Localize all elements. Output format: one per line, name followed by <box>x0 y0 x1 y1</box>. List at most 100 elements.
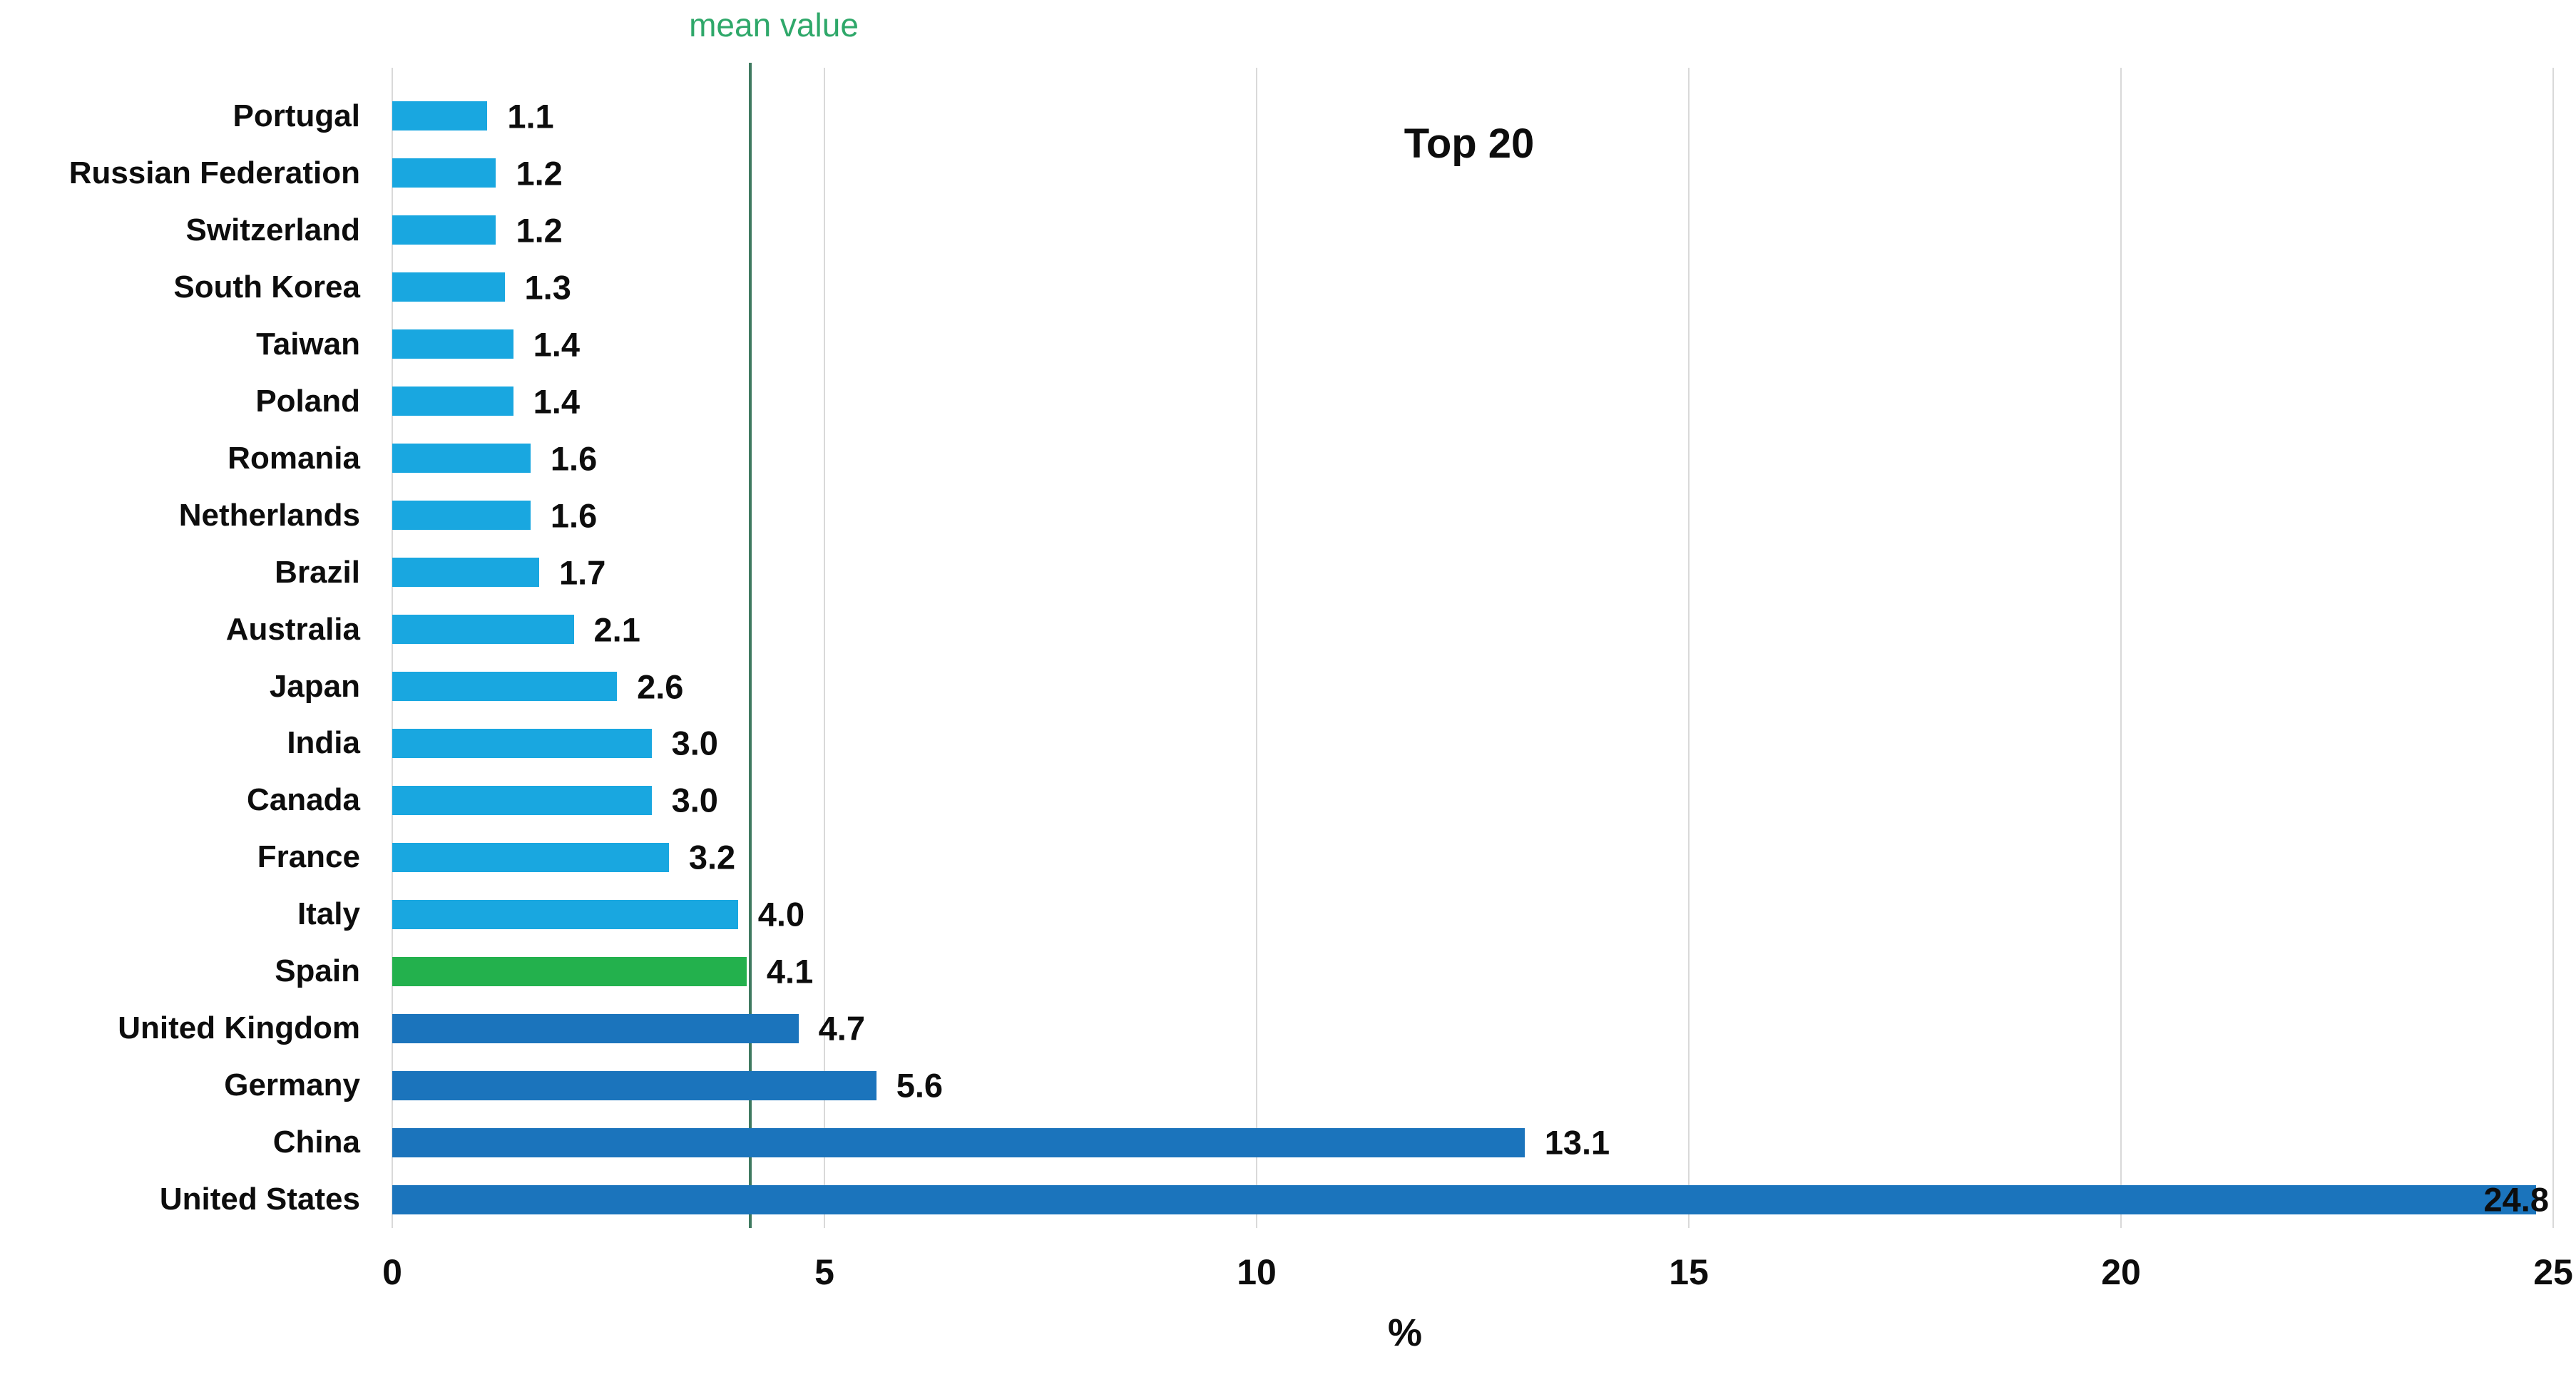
bar-row: Spain 4.1 <box>275 943 2553 1000</box>
category-label: United Kingdom <box>118 1010 360 1046</box>
bar <box>392 1013 799 1043</box>
x-tick-label: 0 <box>382 1252 402 1292</box>
chart-title: Top 20 <box>1404 121 1535 167</box>
gridline <box>1256 68 1257 1228</box>
bar <box>392 842 669 872</box>
bar <box>392 329 513 359</box>
category-label: Spain <box>275 953 360 989</box>
category-label: Canada <box>247 782 360 818</box>
bar-row: Australia 2.1 <box>226 601 2553 658</box>
bar-row: France 3.2 <box>257 829 2553 886</box>
category-label: Netherlands <box>178 497 360 533</box>
category-label: Australia <box>225 611 360 647</box>
bar-row: South Korea 1.3 <box>173 259 2553 316</box>
x-tick-label: 25 <box>2533 1252 2573 1292</box>
bar <box>392 387 513 416</box>
category-label: Taiwan <box>256 326 360 362</box>
category-label: Italy <box>297 896 360 932</box>
value-label: 13.1 <box>1544 1123 1610 1162</box>
bar-row: Germany 5.6 <box>224 1057 2553 1114</box>
bar-row: United States 24.8 <box>160 1171 2553 1228</box>
category-label: Poland <box>255 383 360 419</box>
value-label: 24.8 <box>2483 1180 2549 1219</box>
value-label: 1.3 <box>524 268 571 307</box>
bar <box>392 672 618 701</box>
bar <box>392 558 540 588</box>
category-label: France <box>257 839 360 875</box>
category-label: India <box>287 725 360 761</box>
gridline <box>2552 68 2554 1228</box>
bar-row: Italy 4.0 <box>297 886 2553 943</box>
category-label: Brazil <box>275 554 360 590</box>
bar-row: Canada 3.0 <box>247 772 2553 829</box>
category-label: South Korea <box>173 269 360 304</box>
x-tick-label: 10 <box>1237 1252 1277 1292</box>
value-label: 1.6 <box>550 439 598 478</box>
category-label: Switzerland <box>185 212 361 247</box>
bar-row: China 13.1 <box>273 1114 2553 1171</box>
x-axis-ticks: 0 5 10 15 20 25 <box>382 1252 2573 1296</box>
value-label: 1.1 <box>507 97 554 135</box>
gridline <box>2120 68 2122 1228</box>
category-label: Russian Federation <box>68 155 360 190</box>
bar-row: Romania 1.6 <box>228 430 2553 487</box>
x-axis-label: % <box>1387 1311 1423 1354</box>
bar <box>392 728 652 758</box>
value-label: 4.7 <box>818 1009 865 1048</box>
plot-area: Portugal 1.1 Russian Federation 1.2 Switzerl… <box>69 63 2554 1228</box>
value-label: 1.4 <box>533 325 581 364</box>
bar <box>392 615 574 645</box>
bar <box>392 501 531 531</box>
gridline <box>824 68 825 1228</box>
bar <box>392 272 505 302</box>
category-label: Germany <box>224 1068 360 1103</box>
value-label: 3.0 <box>671 781 718 819</box>
x-tick-label: 15 <box>1669 1252 1709 1292</box>
category-label: China <box>272 1125 360 1160</box>
value-label: 1.2 <box>516 211 563 250</box>
bar <box>392 956 747 986</box>
bar-row: Portugal 1.1 <box>233 88 2553 145</box>
bar <box>392 1184 2536 1214</box>
gridline <box>392 68 393 1228</box>
x-tick-label: 5 <box>814 1252 834 1292</box>
value-label: 1.6 <box>550 496 598 535</box>
value-label: 2.1 <box>593 610 640 649</box>
category-label: Japan <box>269 668 360 704</box>
bar-row: United Kingdom 4.7 <box>118 1000 2553 1057</box>
mean-value-annotation: mean value <box>689 6 859 43</box>
value-label: 3.2 <box>688 838 736 876</box>
bar-row: Poland 1.4 <box>255 373 2553 430</box>
bar-row: India 3.0 <box>287 715 2553 772</box>
bar-row: Brazil 1.7 <box>275 544 2553 601</box>
x-tick-label: 20 <box>2101 1252 2141 1292</box>
bar <box>392 1070 876 1100</box>
bar-row: Russian Federation 1.2 <box>69 145 2553 202</box>
category-label: Romania <box>228 440 360 476</box>
category-label: Portugal <box>232 98 360 133</box>
bar <box>392 785 652 815</box>
bar <box>392 1127 1525 1157</box>
mean-line <box>748 63 752 1228</box>
bar <box>392 444 531 474</box>
bar-rows: Portugal 1.1 Russian Federation 1.2 Switzerl… <box>69 88 2553 1228</box>
bar <box>392 215 496 245</box>
gridline <box>1688 68 1690 1228</box>
bar-row: Taiwan 1.4 <box>256 316 2553 373</box>
bar-row: Switzerland 1.2 <box>186 202 2553 259</box>
value-label: 1.2 <box>516 154 563 193</box>
bar-row: Japan 2.6 <box>270 658 2553 715</box>
value-label: 3.0 <box>671 724 718 762</box>
bar <box>392 158 496 188</box>
bar <box>392 101 488 131</box>
bar-row: Netherlands 1.6 <box>179 487 2553 544</box>
value-label: 4.1 <box>766 952 814 991</box>
value-label: 4.0 <box>757 895 805 933</box>
value-label: 1.4 <box>533 382 581 421</box>
value-label: 1.7 <box>559 553 606 592</box>
category-label: United States <box>159 1182 360 1217</box>
bar <box>392 899 738 929</box>
value-label: 2.6 <box>637 667 684 705</box>
value-label: 5.6 <box>896 1066 944 1105</box>
